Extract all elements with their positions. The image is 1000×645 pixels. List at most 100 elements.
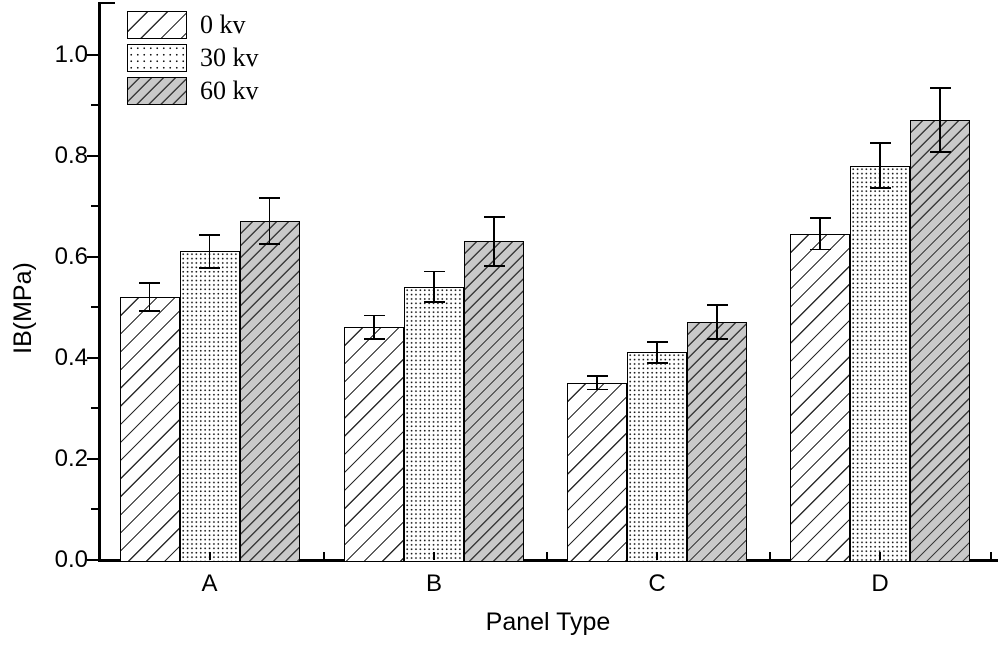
legend-item-60kv: 60 kv — [127, 77, 259, 105]
x-tick-boundary-0 — [322, 551, 325, 560]
error-cap-bottom — [363, 338, 385, 340]
legend-label: 30 kv — [200, 43, 259, 72]
error-line — [493, 216, 495, 267]
x-tick-C — [656, 551, 658, 560]
error-bar-D-30kv — [869, 142, 891, 189]
error-bar-B-0kv — [363, 314, 385, 340]
y-tick-0.8 — [87, 154, 98, 157]
error-cap-bottom — [706, 338, 728, 340]
legend-swatch-hatch-gray — [127, 77, 187, 105]
bar-A-30kv — [179, 251, 240, 562]
error-cap-top — [929, 87, 951, 90]
legend-label: 60 kv — [200, 76, 259, 105]
error-cap-bottom — [646, 361, 668, 364]
bar-A-0kv — [119, 296, 180, 562]
bar-C-30kv — [627, 352, 687, 562]
y-tick-label-0.6: 0.6 — [54, 242, 88, 270]
error-bar-D-60kv — [929, 87, 951, 153]
y-tick-label-0.4: 0.4 — [54, 343, 88, 371]
error-bar-B-60kv — [483, 216, 505, 267]
bar-B-60kv — [464, 241, 524, 562]
error-line — [716, 304, 718, 340]
error-cap-bottom — [139, 310, 160, 313]
error-line — [208, 233, 211, 270]
y-tick-0.3 — [91, 407, 98, 409]
error-cap-top — [259, 197, 280, 200]
y-tick-0.2 — [87, 457, 98, 460]
error-bar-A-30kv — [199, 233, 220, 270]
error-bar-A-60kv — [259, 197, 280, 245]
error-line — [819, 217, 821, 251]
y-axis-line — [98, 2, 101, 562]
error-cap-bottom — [199, 267, 220, 270]
error-cap-bottom — [423, 301, 445, 303]
error-line — [433, 270, 435, 303]
bar-B-0kv — [344, 327, 404, 562]
x-axis-title: Panel Type — [485, 608, 611, 636]
error-cap-top — [809, 217, 831, 219]
legend: 0 kv 30 kv 60 kv — [127, 11, 259, 110]
y-tick-label-0.0: 0.0 — [54, 545, 88, 573]
error-cap-top — [199, 233, 220, 236]
x-axis-line — [98, 559, 998, 562]
error-cap-top — [586, 375, 608, 377]
error-cap-bottom — [869, 187, 891, 189]
y-axis-title: IB(MPa) — [9, 262, 37, 354]
x-tick-D — [879, 551, 881, 560]
x-tick-B — [433, 551, 435, 560]
error-line — [373, 314, 375, 340]
error-line — [656, 341, 658, 364]
error-bar-A-0kv — [139, 281, 160, 313]
error-cap-bottom — [809, 248, 831, 251]
error-bar-B-30kv — [423, 270, 445, 303]
error-line — [596, 375, 598, 391]
error-cap-top — [363, 314, 385, 317]
error-cap-top — [423, 270, 445, 273]
error-cap-top — [646, 341, 668, 344]
legend-item-0kv: 0 kv — [127, 11, 259, 39]
bar-A-60kv — [239, 221, 300, 562]
category-label-D: D — [871, 570, 889, 597]
bar-C-60kv — [687, 322, 747, 562]
bar-C-0kv — [567, 382, 627, 562]
error-cap-top — [139, 281, 160, 284]
error-bar-D-0kv — [809, 217, 831, 251]
bar-D-0kv — [790, 233, 850, 562]
y-tick-0.4 — [87, 356, 98, 359]
category-label-C: C — [648, 570, 666, 597]
error-cap-bottom — [929, 151, 951, 153]
x-tick-boundary-3 — [990, 551, 992, 560]
y-tick-0.7 — [91, 205, 98, 207]
bar-D-60kv — [910, 120, 970, 562]
legend-swatch-dots-white — [127, 44, 187, 72]
error-cap-bottom — [483, 264, 505, 267]
y-tick-0.0 — [87, 558, 98, 561]
error-bar-C-60kv — [706, 304, 728, 340]
error-cap-top — [483, 216, 505, 218]
y-tick-0.1 — [91, 508, 98, 510]
legend-item-30kv: 30 kv — [127, 44, 259, 72]
y-tick-0.9 — [91, 104, 98, 106]
error-line — [939, 87, 941, 153]
y-tick-0.6 — [87, 255, 98, 258]
error-bar-C-0kv — [586, 375, 608, 391]
y-axis-top-tick — [100, 2, 115, 5]
x-tick-boundary-1 — [545, 551, 548, 560]
error-line — [879, 142, 881, 189]
error-line — [148, 281, 151, 313]
bar-D-30kv — [850, 165, 910, 562]
x-tick-A — [208, 551, 211, 560]
category-label-B: B — [425, 570, 442, 597]
x-tick-boundary-2 — [768, 551, 771, 560]
error-line — [268, 197, 271, 245]
y-tick-0.5 — [91, 306, 98, 308]
error-cap-bottom — [259, 243, 280, 245]
y-tick-label-1.0: 1.0 — [54, 40, 88, 68]
category-label-A: A — [201, 570, 218, 597]
legend-swatch-hatch-white — [127, 11, 187, 39]
error-cap-top — [706, 304, 728, 307]
legend-label: 0 kv — [200, 10, 246, 39]
error-bar-C-30kv — [646, 341, 668, 364]
y-tick-label-0.2: 0.2 — [54, 444, 88, 472]
